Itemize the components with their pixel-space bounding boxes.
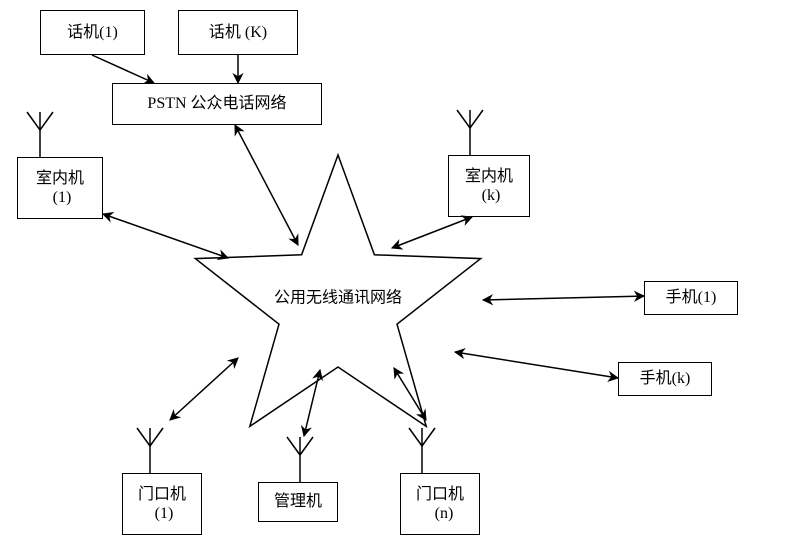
node-indoor1-label: 室内机 (1) bbox=[36, 169, 84, 207]
edge-star_right1-cellphone1 bbox=[483, 296, 644, 300]
node-door1: 门口机 (1) bbox=[122, 473, 202, 535]
node-indoor1: 室内机 (1) bbox=[17, 157, 103, 219]
node-indoork-label: 室内机 (k) bbox=[465, 167, 513, 205]
node-pstn-label: PSTN 公众电话网络 bbox=[147, 94, 286, 113]
node-phone1-label: 话机(1) bbox=[67, 23, 118, 42]
star-shape bbox=[195, 155, 480, 426]
node-manager: 管理机 bbox=[258, 482, 338, 522]
node-phoneK-label: 话机 (K) bbox=[209, 23, 267, 42]
edge-star_bottom-manager bbox=[304, 370, 320, 436]
edge-indoork-star_upperright bbox=[392, 217, 472, 248]
node-cellphone1: 手机(1) bbox=[644, 281, 738, 315]
edge-pstn_bottom-star_top bbox=[235, 125, 298, 245]
node-indoork: 室内机 (k) bbox=[448, 155, 530, 217]
node-cellphone1-label: 手机(1) bbox=[666, 288, 717, 307]
node-doorn-label: 门口机 (n) bbox=[416, 485, 464, 523]
star-label: 公用无线通讯网络 bbox=[274, 288, 402, 307]
node-pstn: PSTN 公众电话网络 bbox=[112, 83, 322, 125]
node-manager-label: 管理机 bbox=[274, 492, 322, 511]
edge-indoor1-star_upperleft bbox=[103, 214, 228, 258]
edge-phone1_bottom-pstn_top_left bbox=[92, 55, 154, 83]
node-cellphonek-label: 手机(k) bbox=[640, 369, 691, 388]
diagram-canvas: { "diagram": { "type": "network", "backg… bbox=[0, 0, 800, 556]
node-door1-label: 门口机 (1) bbox=[138, 485, 186, 523]
node-phone1: 话机(1) bbox=[40, 10, 145, 55]
edge-star_lowerleft-door1 bbox=[170, 358, 238, 420]
edge-star_right2-cellphonek bbox=[455, 352, 618, 378]
node-cellphonek: 手机(k) bbox=[618, 362, 712, 396]
edge-star_lowerright-doorn bbox=[394, 368, 426, 420]
node-phoneK: 话机 (K) bbox=[178, 10, 298, 55]
node-doorn: 门口机 (n) bbox=[400, 473, 480, 535]
